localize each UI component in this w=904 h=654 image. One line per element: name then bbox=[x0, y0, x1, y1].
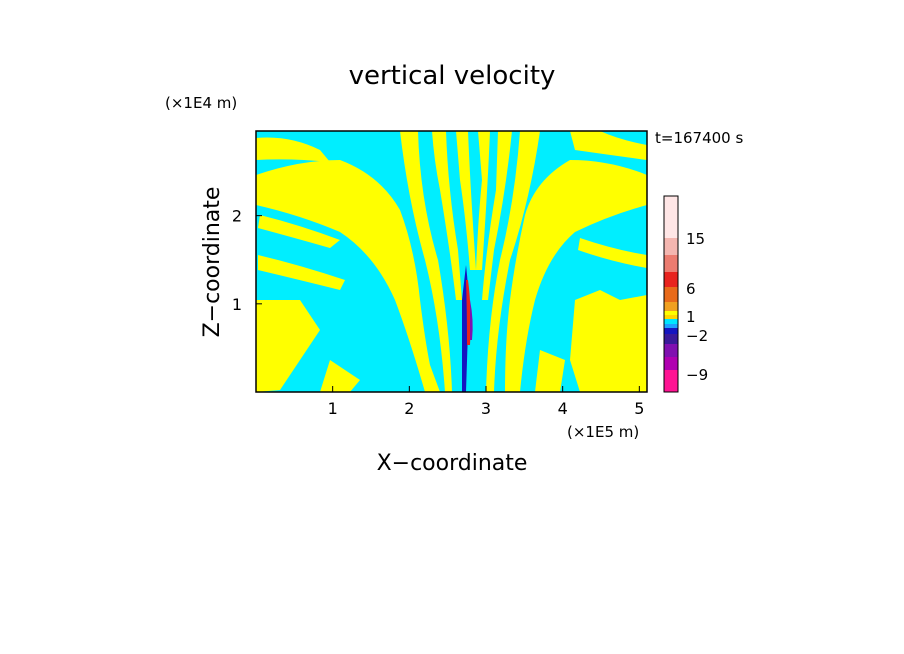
y-axis-unit: (×1E4 m) bbox=[165, 94, 237, 112]
colorbar-swatch bbox=[664, 328, 678, 334]
positive-regions bbox=[256, 131, 647, 392]
x-tick-label: 2 bbox=[404, 399, 414, 418]
colorbar-tick-label: 1 bbox=[686, 308, 696, 326]
colorbar-swatch bbox=[664, 196, 678, 238]
y-axis-title: Z−coordinate bbox=[200, 187, 225, 338]
plot-frame bbox=[255, 130, 648, 393]
time-label: t=167400 s bbox=[655, 129, 743, 147]
x-tick-label: 5 bbox=[634, 399, 644, 418]
colorbar-swatch bbox=[664, 238, 678, 255]
colorbar-swatch bbox=[664, 311, 678, 315]
colorbar-swatch bbox=[664, 319, 678, 324]
colorbar-swatch bbox=[664, 255, 678, 272]
colorbar-tick-label: 6 bbox=[686, 280, 696, 298]
colorbar-swatch bbox=[664, 324, 678, 328]
colorbar-swatch bbox=[664, 287, 678, 302]
colorbar-tick-label: −9 bbox=[686, 366, 708, 384]
colorbar-swatch bbox=[664, 344, 678, 357]
x-tick-label: 3 bbox=[481, 399, 491, 418]
x-axis-ticks: 1 2 3 4 5 bbox=[328, 386, 644, 418]
chart-title: vertical velocity bbox=[349, 61, 556, 91]
colorbar-tick-label: 15 bbox=[686, 230, 705, 248]
x-axis-unit: (×1E5 m) bbox=[567, 423, 639, 441]
colorbar-swatch bbox=[664, 272, 678, 287]
colorbar-swatch bbox=[664, 370, 678, 392]
center-core bbox=[462, 265, 473, 392]
colorbar-swatch bbox=[664, 357, 678, 370]
colorbar-labels: 15 6 1−2 −9 bbox=[686, 230, 708, 384]
y-axis-ticks: 12 bbox=[232, 207, 262, 314]
x-tick-label: 1 bbox=[328, 399, 338, 418]
colorbar-swatch bbox=[664, 315, 678, 319]
colorbar-swatch bbox=[664, 334, 678, 344]
colorbar bbox=[663, 195, 679, 393]
x-tick-label: 4 bbox=[558, 399, 568, 418]
colorbar-frame bbox=[663, 195, 679, 393]
velocity-field bbox=[256, 131, 647, 392]
y-tick-label: 1 bbox=[232, 295, 242, 314]
colorbar-tick-label: −2 bbox=[686, 327, 708, 345]
x-axis-title: X−coordinate bbox=[377, 451, 528, 476]
y-tick-label: 2 bbox=[232, 207, 242, 226]
colorbar-swatch bbox=[664, 302, 678, 311]
